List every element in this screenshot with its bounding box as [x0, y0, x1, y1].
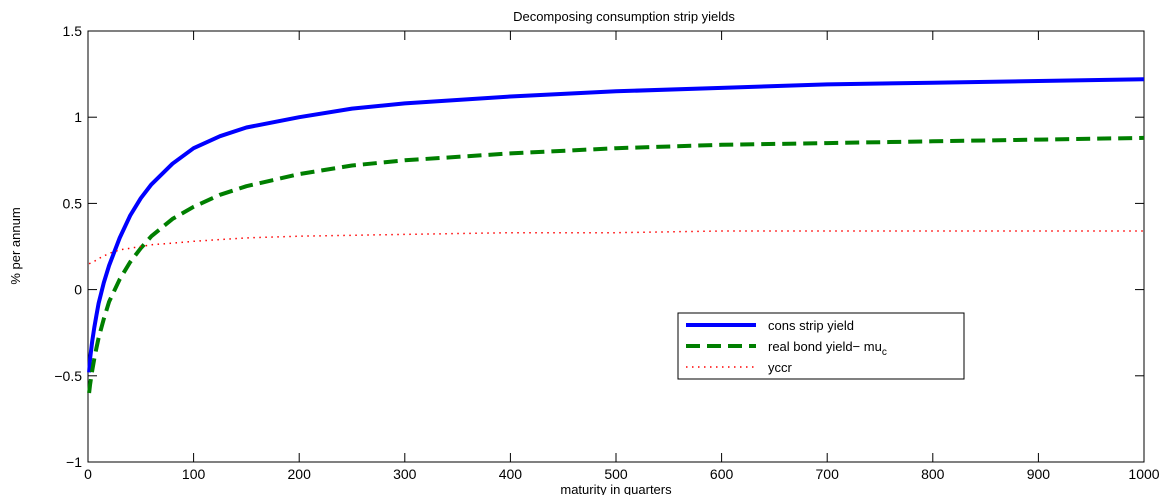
y-axis-title: % per annum: [8, 207, 23, 284]
chart-title: Decomposing consumption strip yields: [513, 9, 735, 24]
legend: cons strip yield real bond yield− muc yccr: [677, 312, 965, 380]
x-tick-label: 200: [288, 466, 312, 482]
x-tick-label: 100: [182, 466, 206, 482]
y-tick-label: 1: [74, 109, 82, 125]
x-tick-label: 300: [393, 466, 417, 482]
x-tick-label: 600: [710, 466, 734, 482]
legend-label-1: real bond yield− muc: [768, 339, 887, 358]
legend-label-0: cons strip yield: [768, 318, 854, 333]
x-tick-label: 0: [84, 466, 92, 482]
series-layer: [87, 77, 1145, 394]
y-tick-label: −0.5: [54, 368, 82, 384]
y-tick-label: 0: [74, 282, 82, 298]
series-line-0: [87, 77, 1145, 373]
y-tick-label: 1.5: [63, 23, 83, 39]
x-tick-label: 700: [816, 466, 840, 482]
legend-label-2: yccr: [768, 360, 793, 375]
x-tick-label: 1000: [1128, 466, 1159, 482]
plot-area: [87, 30, 1145, 463]
y-tick-label: −1: [66, 454, 82, 470]
axes-layer: 0 100 200 300 400 500 600 700 800 900 1000 −1 −0.5 0 0…: [54, 23, 1159, 482]
series-line-1: [87, 135, 1145, 394]
x-tick-label: 400: [499, 466, 523, 482]
series-line-2: [88, 230, 1144, 265]
plot-frame: [87, 30, 1145, 463]
x-tick-label: 500: [604, 466, 628, 482]
x-axis-title: maturity in quarters: [560, 482, 672, 495]
x-tick-label: 900: [1027, 466, 1051, 482]
x-tick-label: 800: [921, 466, 945, 482]
y-tick-label: 0.5: [63, 195, 83, 211]
